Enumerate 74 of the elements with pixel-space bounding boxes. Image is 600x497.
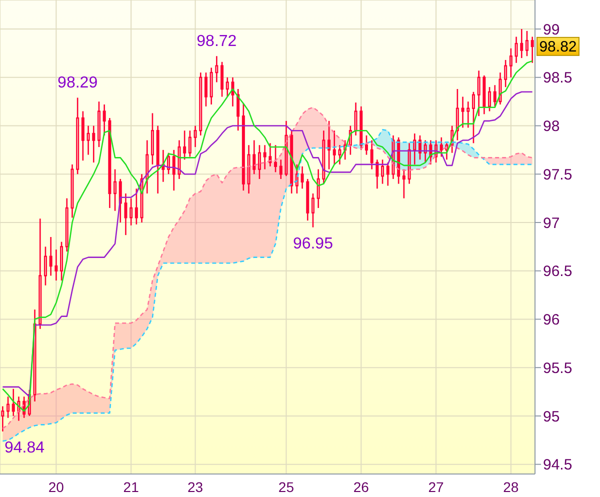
annotation: 96.95: [292, 235, 334, 252]
candlestick: [284, 120, 288, 177]
x-tick-label: 25: [278, 478, 294, 495]
candlestick: [413, 132, 416, 166]
annotation: 98.72: [196, 33, 237, 50]
y-tick-label: 95: [543, 408, 560, 426]
candlestick: [210, 67, 213, 106]
candlestick: [354, 102, 358, 136]
candlestick: [252, 140, 256, 175]
candlestick: [65, 198, 68, 252]
candlestick: [445, 142, 448, 160]
candlestick: [482, 74, 486, 115]
candlestick: [466, 100, 470, 128]
annotation: 94.84: [4, 439, 45, 456]
y-tick-label: 96.5: [543, 263, 572, 280]
annotation: 98.29: [58, 74, 98, 92]
candlestick: [300, 166, 304, 190]
candlestick: [194, 125, 197, 148]
candlestick: [44, 246, 47, 286]
candlestick: [338, 144, 342, 166]
candlestick: [498, 72, 502, 106]
y-tick-label: 97.5: [543, 166, 572, 184]
candlestick: [114, 168, 117, 212]
candlestick: [514, 36, 518, 64]
candlestick: [156, 125, 160, 194]
y-tick-label: 97: [543, 214, 560, 232]
candlestick: [332, 130, 336, 166]
y-tick-label: 94.5: [543, 456, 572, 474]
candlestick: [54, 248, 58, 282]
candlestick: [392, 134, 395, 180]
candlestick: [477, 70, 480, 117]
candlestick: [316, 168, 320, 209]
x-tick-label: 26: [353, 478, 370, 495]
x-tick-label: 23: [187, 478, 204, 495]
x-tick-label: 20: [48, 478, 64, 495]
candlestick: [520, 28, 524, 59]
candlestick: [108, 117, 112, 209]
candlestick: [408, 142, 411, 184]
candlestick: [12, 388, 15, 417]
x-tick-label: 27: [428, 478, 444, 495]
candlestick: [279, 158, 282, 180]
y-tick-label: 99: [543, 21, 560, 38]
candlestick: [226, 76, 229, 98]
candlestick: [530, 36, 534, 64]
candlestick: [199, 72, 202, 136]
candlestick: [17, 396, 20, 422]
x-tick-label: 21: [123, 478, 140, 495]
candlestick: [215, 55, 218, 83]
candlestick: [268, 142, 272, 168]
candlestick: [140, 173, 144, 224]
y-tick-label: 95.5: [543, 360, 572, 377]
candlestick: [370, 140, 374, 170]
candlestick: [178, 140, 181, 180]
candlestick: [456, 88, 459, 141]
candlestick: [49, 236, 52, 276]
candlestick: [263, 144, 266, 170]
candlestick: [86, 125, 90, 156]
x-tick-label: 28: [503, 478, 519, 495]
y-tick-label: 98.5: [543, 70, 572, 87]
candlestick: [150, 112, 154, 166]
candlestick: [124, 192, 128, 236]
candlestick: [1, 406, 4, 432]
y-tick-label: 98: [543, 118, 560, 136]
candlestick: [376, 158, 379, 190]
candlestick: [461, 96, 464, 128]
candlestick: [70, 164, 74, 218]
candlestick: [328, 120, 331, 170]
candlestick: [33, 308, 36, 402]
y-tick-label: 96: [543, 312, 560, 329]
candlestick: [247, 144, 250, 194]
candlestick: [306, 178, 310, 222]
candlestick: [92, 125, 96, 164]
candlestick: [146, 140, 149, 194]
candlestick: [102, 104, 106, 136]
